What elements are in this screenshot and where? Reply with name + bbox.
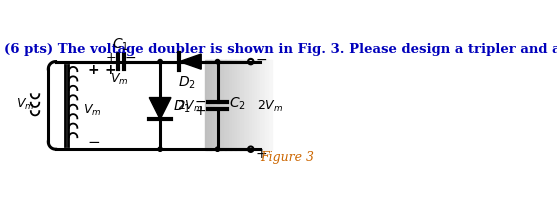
Bar (216, 61, 217, 151)
Polygon shape (149, 98, 171, 120)
Bar (222, 61, 224, 151)
Bar (232, 61, 234, 151)
Text: −: − (87, 135, 100, 150)
Bar (267, 61, 269, 151)
Bar (236, 61, 237, 151)
Bar (252, 61, 254, 151)
Bar (206, 61, 207, 151)
Bar (226, 61, 227, 151)
Bar (270, 61, 272, 151)
Bar (243, 61, 246, 151)
Polygon shape (179, 55, 201, 70)
Text: $2V_m$: $2V_m$ (177, 98, 203, 113)
Text: (6 pts) The voltage doubler is shown in Fig. 3. Please design a tripler and a qu: (6 pts) The voltage doubler is shown in … (4, 43, 557, 56)
Bar (219, 61, 221, 151)
Bar (257, 61, 259, 151)
Bar (268, 61, 271, 151)
Bar (211, 61, 212, 151)
Bar (265, 61, 267, 151)
Bar (260, 61, 262, 151)
Text: $V_m$: $V_m$ (16, 97, 35, 112)
Text: $C_2$: $C_2$ (229, 95, 246, 112)
Bar (234, 61, 236, 151)
Text: −: − (256, 52, 267, 66)
Text: Figure 3: Figure 3 (260, 151, 314, 164)
Bar (221, 61, 222, 151)
Bar (212, 61, 214, 151)
Circle shape (216, 147, 219, 152)
Bar (247, 61, 249, 151)
Bar (238, 61, 241, 151)
Text: +: + (88, 63, 100, 76)
Bar (250, 61, 252, 151)
Bar (217, 61, 219, 151)
Text: $D_1$: $D_1$ (173, 98, 190, 114)
Text: −: − (125, 51, 136, 64)
Bar (253, 61, 256, 151)
Bar (227, 61, 229, 151)
Text: +: + (256, 146, 267, 160)
Bar (242, 61, 244, 151)
Bar (237, 61, 239, 151)
Text: +: + (104, 63, 116, 76)
Text: $2V_m$: $2V_m$ (257, 98, 283, 113)
Bar (214, 61, 216, 151)
Text: −: − (194, 94, 206, 108)
Bar (263, 61, 266, 151)
Text: $V_m$: $V_m$ (110, 72, 129, 87)
Bar (209, 61, 211, 151)
Text: +: + (194, 104, 206, 118)
Circle shape (216, 60, 219, 64)
Bar (229, 61, 231, 151)
Bar (231, 61, 232, 151)
Bar (207, 61, 209, 151)
Bar (245, 61, 247, 151)
Bar (255, 61, 257, 151)
Text: $D_2$: $D_2$ (178, 74, 196, 91)
Bar (258, 61, 261, 151)
Bar (262, 61, 264, 151)
Text: $C_1$: $C_1$ (113, 36, 129, 53)
Bar (240, 61, 242, 151)
Text: $V_m$: $V_m$ (84, 103, 102, 118)
Circle shape (158, 60, 162, 64)
Bar (224, 61, 226, 151)
Bar (248, 61, 251, 151)
Circle shape (158, 147, 162, 152)
Text: +: + (106, 51, 116, 64)
